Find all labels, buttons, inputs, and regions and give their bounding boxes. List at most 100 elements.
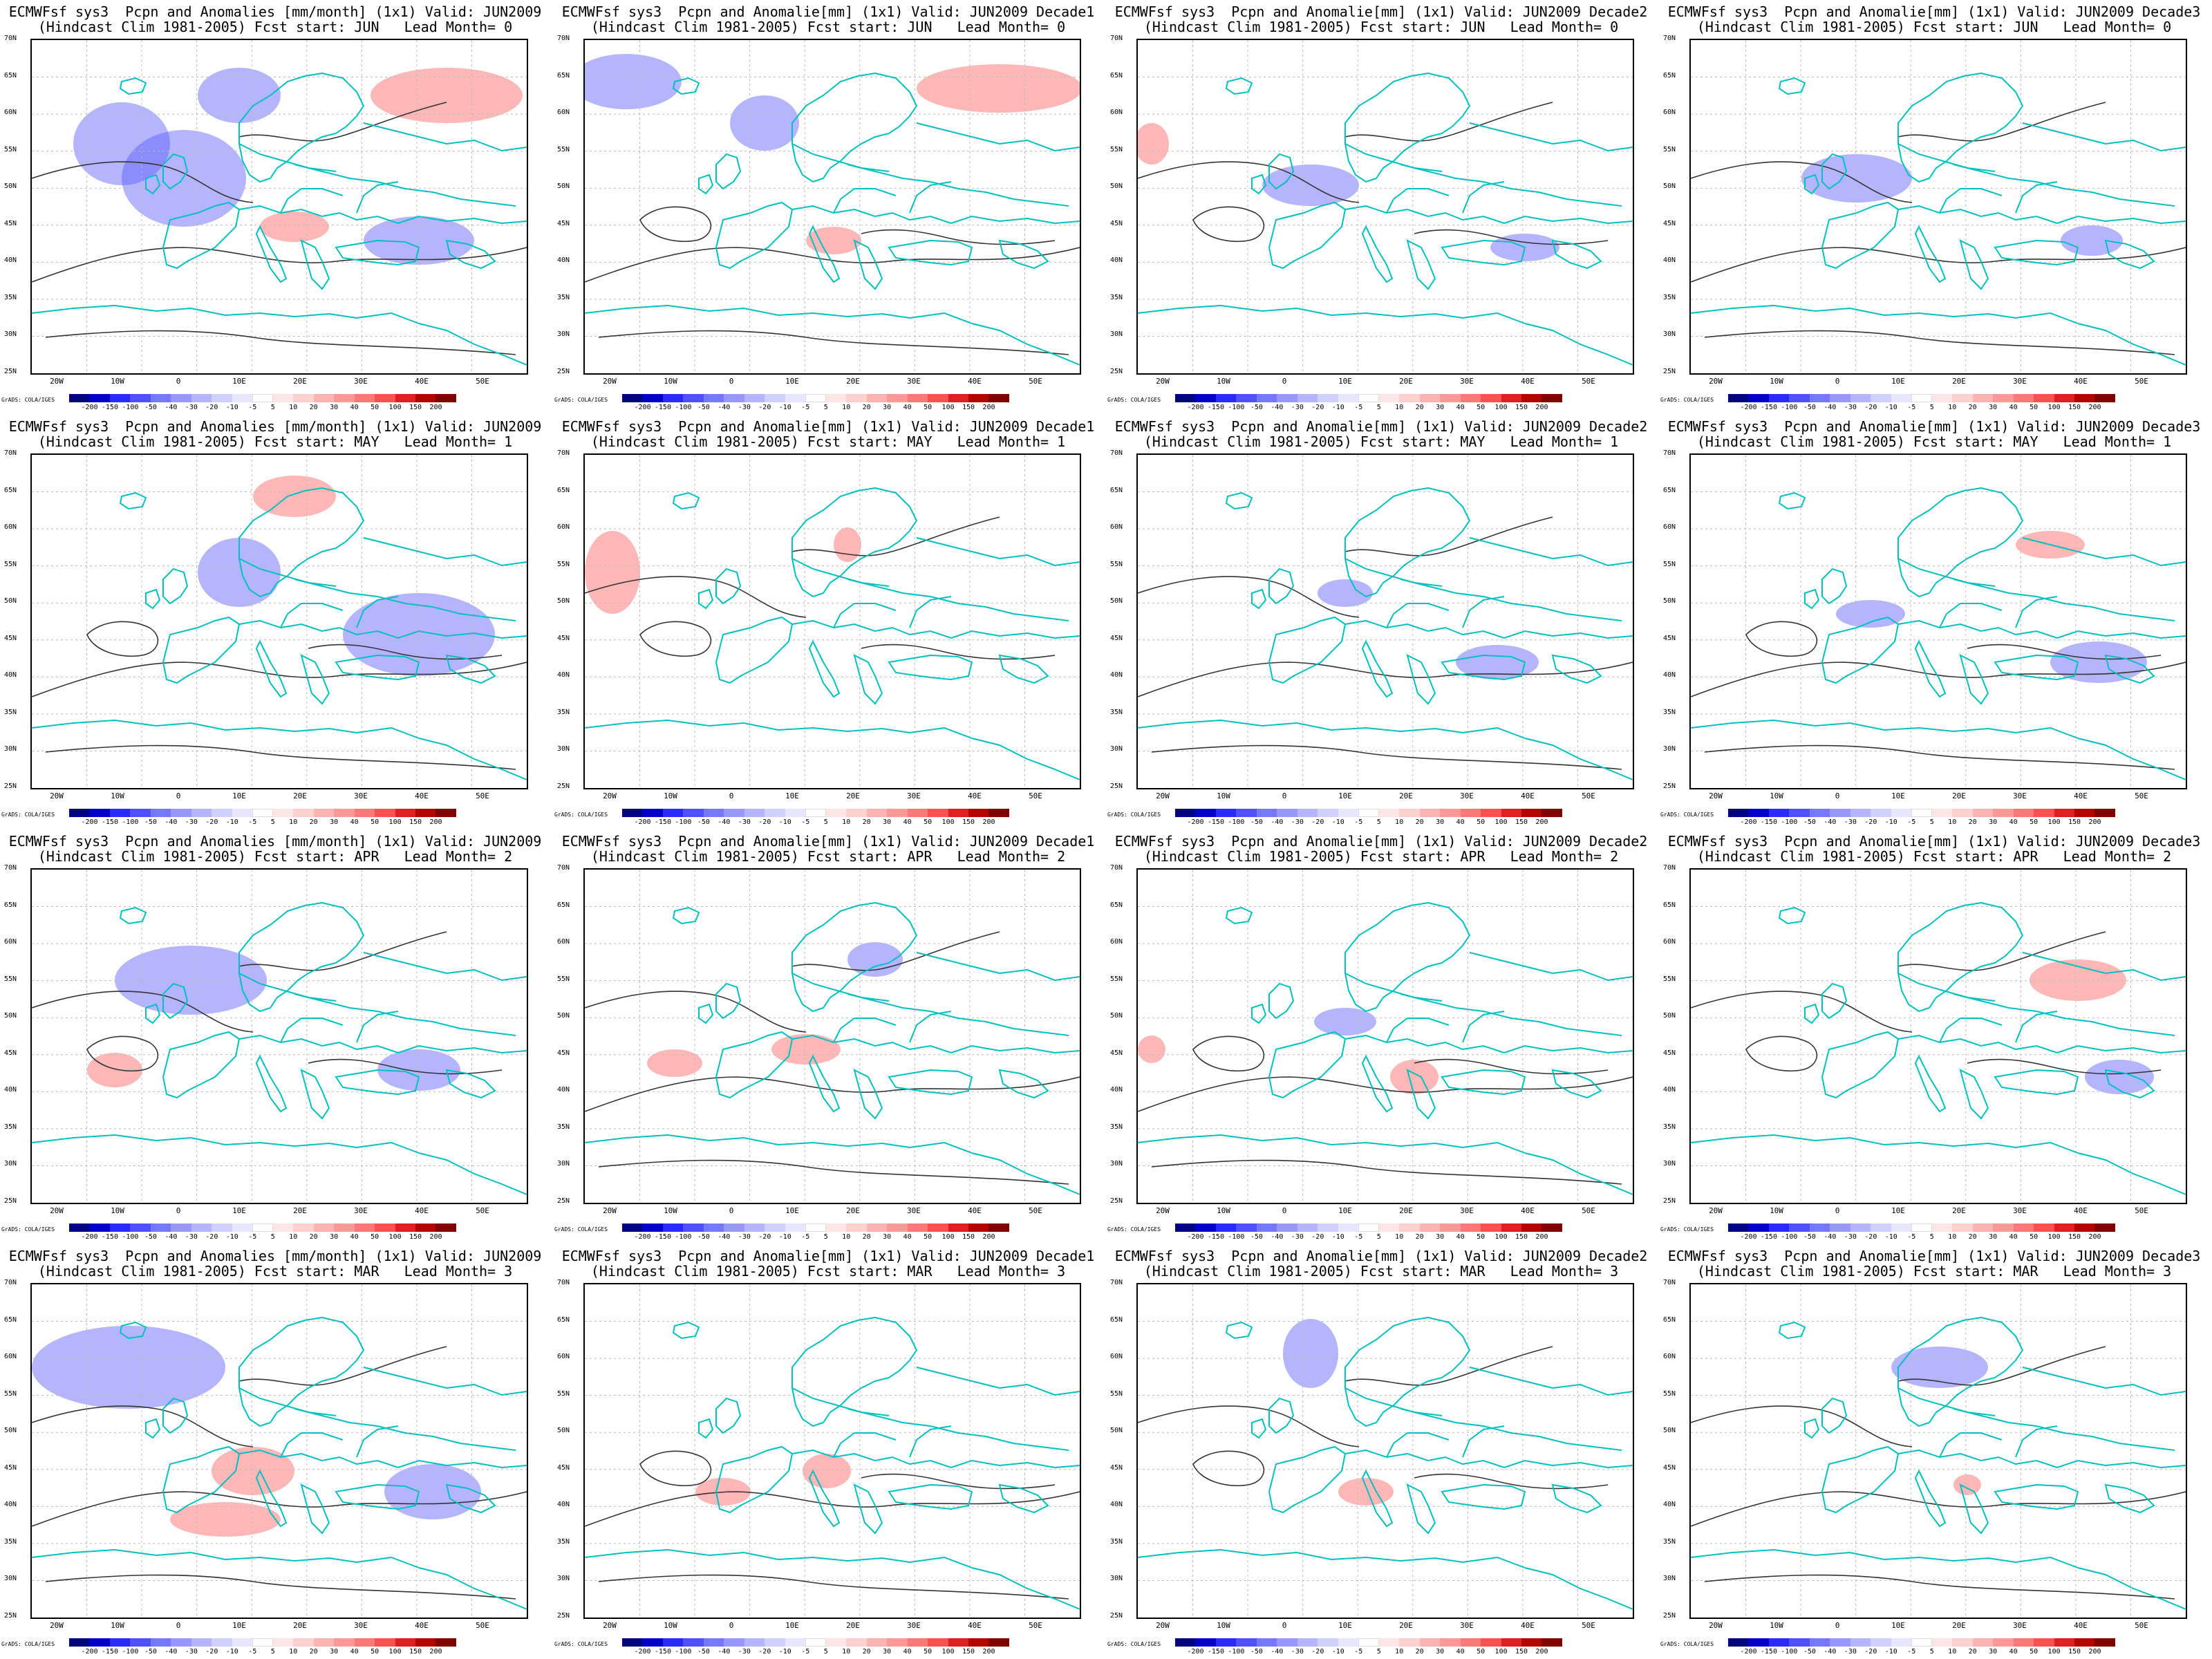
colorbar-tick-label: 200 [429, 404, 442, 411]
colorbar-swatch [1215, 394, 1237, 402]
longitude-label: 10W [1217, 791, 1230, 800]
colorbar-tick-label: -100 [1228, 404, 1245, 411]
latitude-label: 70N [1110, 864, 1123, 872]
colorbar-swatch [968, 809, 989, 817]
colorbar-swatch [866, 1638, 888, 1647]
coastline [1138, 1134, 1526, 1154]
latitude-label: 70N [1110, 35, 1123, 42]
latitude-label: 45N [1663, 1049, 1676, 1057]
coastline [1441, 1069, 1526, 1096]
colorbar-tick-label: 100 [941, 818, 955, 826]
colorbar-tick-label: -20 [205, 1648, 218, 1656]
panel-subtitle: (Hindcast Clim 1981-2005) Fcst start: JU… [1696, 19, 2172, 35]
coastline [808, 225, 841, 283]
colorbar-swatch [89, 809, 110, 817]
latitude-label: 35N [557, 293, 570, 301]
coastline [363, 952, 527, 982]
colorbar-swatch [69, 809, 90, 817]
latitude-label: 45N [557, 1463, 570, 1472]
colorbar-swatch [866, 809, 888, 817]
forecast-panel-12: ECMWFsf sys3 Pcpn and Anomalie[mm] (1x1)… [1659, 830, 2209, 1244]
negative-anomaly-area [122, 130, 246, 227]
coastline [238, 487, 365, 598]
coastline [1959, 1483, 1989, 1535]
colorbar-swatch [1175, 1638, 1196, 1647]
coastline [335, 1483, 420, 1510]
coastline [1994, 1483, 2079, 1510]
colorbar-tick-label: -30 [185, 404, 198, 411]
colorbar [1175, 1224, 1562, 1232]
latitude-label: 65N [1110, 1315, 1123, 1324]
panel-subtitle: (Hindcast Clim 1981-2005) Fcst start: AP… [590, 848, 1066, 865]
colorbar-swatch [1297, 394, 1318, 402]
latitude-label: 65N [4, 71, 17, 79]
colorbar-swatch [968, 1224, 989, 1232]
colorbar-swatch [130, 809, 151, 817]
coastline [715, 568, 742, 605]
colorbar-tick-label: 150 [409, 818, 422, 826]
longitude-label: 10E [1338, 1621, 1352, 1630]
colorbar-tick-label: -50 [697, 404, 710, 411]
coastline [445, 239, 496, 270]
precipitation-contour [598, 1159, 1069, 1185]
coastline [300, 654, 330, 705]
colorbar-swatch [1318, 394, 1338, 402]
longitude-label: 50E [2135, 1206, 2148, 1215]
longitude-label: 0 [729, 791, 734, 800]
latitude-label: 65N [1663, 1315, 1676, 1324]
longitude-label: 10E [785, 1621, 799, 1630]
precipitation-contour [32, 1491, 527, 1527]
positive-anomaly-area [170, 1502, 281, 1537]
latitude-label: 45N [557, 219, 570, 227]
coastline [715, 1031, 794, 1099]
colorbar-tick-label: -20 [205, 818, 218, 826]
coastline [1268, 201, 1347, 270]
longitude-label: 50E [1029, 791, 1042, 800]
coastline [916, 952, 1080, 982]
colorbar-swatch [1748, 394, 1769, 402]
colorbar-swatch [354, 809, 375, 817]
colorbar-tick-label: 10 [1395, 818, 1404, 826]
colorbar-swatch [435, 1224, 456, 1232]
coastline [715, 201, 794, 270]
precipitation-contour [32, 1405, 254, 1447]
latitude-label: 35N [557, 1123, 570, 1131]
colorbar-tick-label: 30 [330, 818, 339, 826]
europe-map [583, 39, 1081, 375]
colorbar-swatch [2034, 394, 2054, 402]
precipitation-contour [1414, 1473, 1609, 1490]
colorbar-tick-label: -100 [1228, 818, 1245, 826]
latitude-label: 25N [1110, 1197, 1123, 1205]
colorbar-swatch [1297, 809, 1318, 817]
precipitation-contour [308, 644, 503, 660]
latitude-label: 35N [1110, 708, 1123, 716]
longitude-label: 0 [176, 791, 181, 800]
coastline [238, 901, 365, 1013]
latitude-label: 30N [557, 1575, 570, 1583]
longitude-label: 10W [664, 377, 677, 386]
colorbar-tick-label: -150 [1207, 404, 1224, 411]
colorbar-tick-label: -5 [1354, 1648, 1363, 1656]
colorbar-tick-label: 150 [409, 1648, 422, 1656]
colorbar-tick-label: -50 [1250, 818, 1263, 826]
coastline [971, 738, 1080, 780]
colorbar-tick-label: 200 [982, 404, 995, 411]
colorbar-swatch [622, 1638, 643, 1647]
colorbar-tick-label: 50 [371, 818, 379, 826]
colorbar-tick-label: -10 [1884, 1233, 1897, 1241]
coastline [363, 537, 527, 567]
colorbar-swatch [1911, 394, 1932, 402]
longitude-label: 20W [603, 1621, 617, 1630]
colorbar-tick-label: 100 [941, 1648, 955, 1656]
colorbar [1728, 1638, 2115, 1647]
colorbar-tick-label: 10 [842, 1233, 851, 1241]
colorbar-swatch [703, 394, 724, 402]
coastline [672, 491, 700, 510]
precipitation-contour [1414, 229, 1609, 245]
panel-title: ECMWFsf sys3 Pcpn and Anomalie[mm] (1x1)… [1114, 418, 1648, 435]
latitude-label: 55N [557, 1389, 570, 1398]
coastline [1778, 1321, 1806, 1340]
colorbar-swatch [1952, 809, 1973, 817]
coastline [1344, 1034, 1633, 1054]
colorbar-swatch [1256, 1224, 1277, 1232]
